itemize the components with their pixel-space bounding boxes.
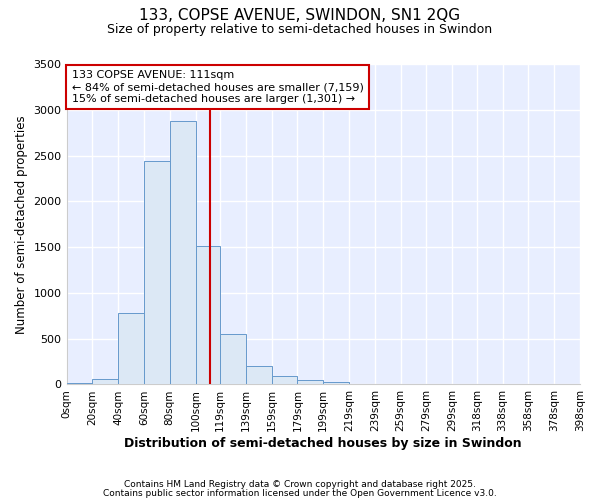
Text: 133 COPSE AVENUE: 111sqm
← 84% of semi-detached houses are smaller (7,159)
15% o: 133 COPSE AVENUE: 111sqm ← 84% of semi-d…	[71, 70, 364, 104]
Bar	[246, 366, 272, 384]
Bar	[272, 376, 298, 384]
Bar	[92, 379, 118, 384]
Text: Contains public sector information licensed under the Open Government Licence v3: Contains public sector information licen…	[103, 488, 497, 498]
Bar	[144, 161, 170, 384]
Text: Contains HM Land Registry data © Crown copyright and database right 2025.: Contains HM Land Registry data © Crown c…	[124, 480, 476, 489]
Bar	[196, 246, 220, 384]
Bar	[170, 121, 196, 384]
Text: 133, COPSE AVENUE, SWINDON, SN1 2QG: 133, COPSE AVENUE, SWINDON, SN1 2QG	[139, 8, 461, 22]
Bar	[118, 313, 144, 384]
Bar	[323, 382, 349, 384]
Y-axis label: Number of semi-detached properties: Number of semi-detached properties	[15, 115, 28, 334]
Bar	[220, 334, 246, 384]
Bar	[298, 380, 323, 384]
Bar	[67, 382, 92, 384]
Text: Size of property relative to semi-detached houses in Swindon: Size of property relative to semi-detach…	[107, 22, 493, 36]
X-axis label: Distribution of semi-detached houses by size in Swindon: Distribution of semi-detached houses by …	[124, 437, 522, 450]
